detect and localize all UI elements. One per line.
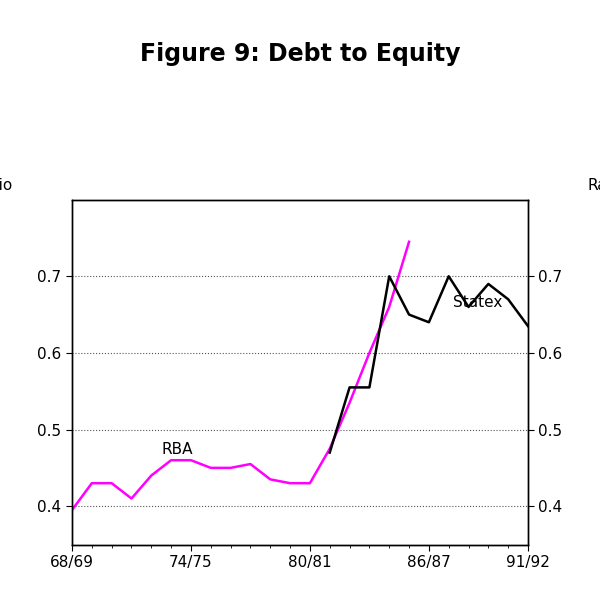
Text: Figure 9: Debt to Equity: Figure 9: Debt to Equity: [140, 42, 460, 67]
Text: RBA: RBA: [161, 442, 193, 457]
Text: Ratio: Ratio: [0, 178, 13, 193]
Text: Ratio: Ratio: [587, 178, 600, 193]
Text: Statex: Statex: [452, 295, 502, 310]
